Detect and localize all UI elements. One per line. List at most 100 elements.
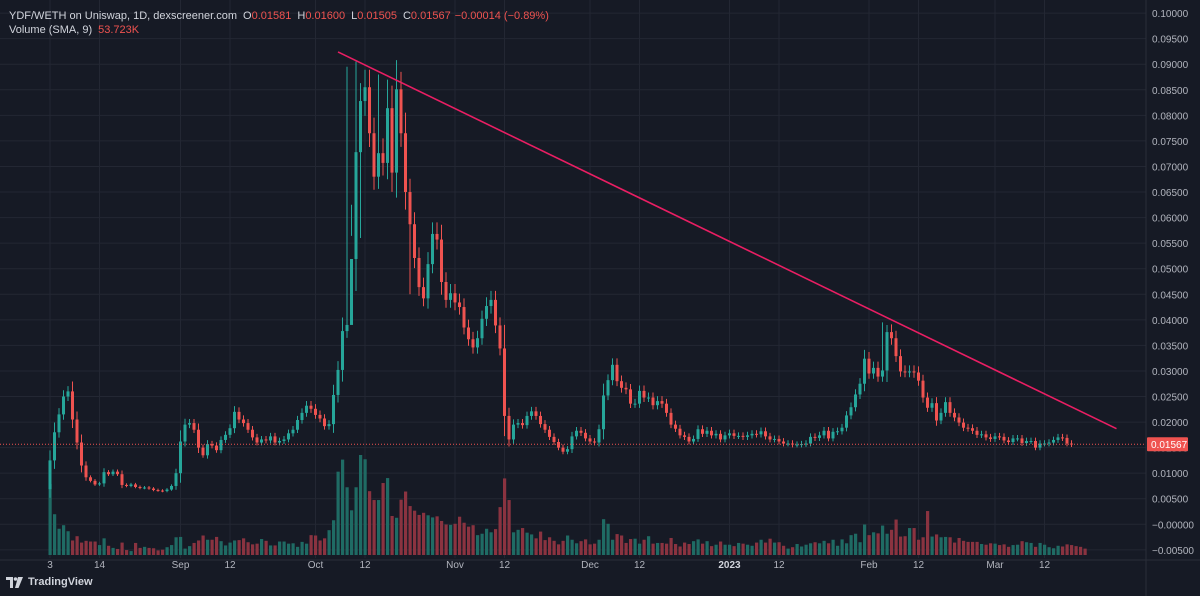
- volume-bar: [971, 541, 975, 555]
- candle: [1038, 440, 1042, 451]
- candle-body: [867, 358, 871, 374]
- volume-bar: [989, 543, 993, 555]
- candle-body: [444, 282, 448, 300]
- candle-body: [984, 434, 988, 438]
- candle-body: [957, 417, 961, 423]
- time-tick-label: 12: [359, 560, 371, 571]
- candle-body: [291, 429, 295, 434]
- volume-bar: [462, 522, 466, 555]
- candle: [1007, 437, 1010, 445]
- volume-bar: [593, 543, 597, 555]
- volume-bar: [305, 543, 309, 555]
- candle-body: [404, 133, 407, 193]
- candle: [480, 310, 484, 345]
- candle: [678, 424, 682, 439]
- candle: [462, 298, 466, 335]
- price-tick-label: 0.01000: [1152, 469, 1189, 480]
- time-tick-label: Feb: [860, 560, 878, 571]
- last-price-badge: [1147, 437, 1188, 452]
- candle-body: [881, 370, 884, 377]
- volume-bar: [624, 542, 628, 555]
- volume-bar: [642, 539, 646, 555]
- candle: [548, 425, 551, 440]
- tradingview-logo[interactable]: TradingView: [6, 576, 93, 588]
- candle: [881, 322, 884, 382]
- volume-bar: [867, 535, 871, 555]
- time-tick-label: Mar: [986, 560, 1004, 571]
- candle-body: [714, 433, 718, 436]
- candle-body: [377, 153, 380, 177]
- candle-body: [359, 101, 362, 153]
- candle-body: [615, 364, 619, 382]
- candle-body: [912, 371, 916, 373]
- volume-bar: [966, 541, 970, 555]
- candle: [827, 427, 830, 442]
- candle-body: [678, 428, 682, 436]
- candle-body: [903, 371, 907, 373]
- candle-body: [332, 394, 335, 425]
- candle: [390, 85, 394, 192]
- candle: [377, 74, 380, 189]
- candle-body: [557, 442, 560, 448]
- time-axis[interactable]: 3 14 Sep 12 Oct 12 Nov 12 Dec 12 2023 12 Feb 12 Mar 12: [47, 560, 1050, 571]
- candle: [417, 247, 421, 296]
- volume-bar: [332, 520, 336, 555]
- candle: [588, 434, 592, 445]
- candle-body: [989, 437, 992, 439]
- candle: [894, 330, 898, 363]
- candle: [111, 469, 115, 476]
- price-axis[interactable]: 0.10000 0.09500 0.09000 0.08500 0.08000 0.075…: [1147, 9, 1194, 557]
- volume-bar: [350, 510, 354, 555]
- candle: [147, 486, 151, 490]
- candle: [782, 438, 785, 447]
- volume-indicator-label[interactable]: Volume (SMA, 9): [9, 24, 93, 36]
- candle: [849, 402, 853, 420]
- candle-body: [696, 429, 700, 439]
- volume-bar: [98, 545, 102, 555]
- candle-body: [737, 435, 740, 437]
- symbol-title[interactable]: YDF/WETH on Uniswap, 1D, dexscreener.com: [9, 10, 238, 22]
- volume-bar: [701, 543, 705, 555]
- volume-bar: [678, 546, 682, 555]
- candle-body: [665, 403, 668, 413]
- volume-bar: [1065, 544, 1069, 555]
- candle: [246, 419, 250, 434]
- candle-body: [813, 436, 817, 438]
- volume-bar: [129, 551, 133, 555]
- time-tick-label: Dec: [581, 560, 599, 571]
- candle-body: [426, 264, 430, 299]
- volume-bar: [1025, 542, 1029, 555]
- candle: [467, 319, 470, 346]
- candle-body: [741, 435, 745, 437]
- candle-body: [606, 380, 610, 396]
- volume-bar: [260, 539, 264, 555]
- volume-bar: [62, 525, 66, 555]
- volume-bar: [696, 539, 700, 555]
- volume-bar: [170, 545, 174, 555]
- candle: [503, 324, 506, 437]
- candle: [161, 489, 164, 493]
- volume-bar: [737, 542, 741, 555]
- candle-body: [129, 484, 133, 486]
- candle: [935, 397, 938, 426]
- candle-body: [188, 423, 191, 425]
- candle-body: [210, 444, 214, 446]
- candle: [188, 419, 191, 429]
- price-tick-label: 0.02500: [1152, 393, 1189, 404]
- trendline-layer[interactable]: [337, 51, 1117, 430]
- high-value: 0.01600: [305, 10, 346, 22]
- candle: [174, 468, 178, 490]
- candle: [386, 79, 389, 180]
- candle: [692, 435, 695, 445]
- candle: [723, 431, 727, 443]
- volume-bar: [413, 510, 417, 555]
- candle: [494, 290, 497, 334]
- volume-bar: [651, 543, 655, 555]
- time-tick-label: 12: [913, 560, 925, 571]
- candle: [512, 419, 515, 444]
- candle-body: [215, 445, 218, 451]
- trendline[interactable]: [337, 51, 1117, 430]
- candle: [728, 429, 731, 439]
- volume-bar: [386, 478, 390, 555]
